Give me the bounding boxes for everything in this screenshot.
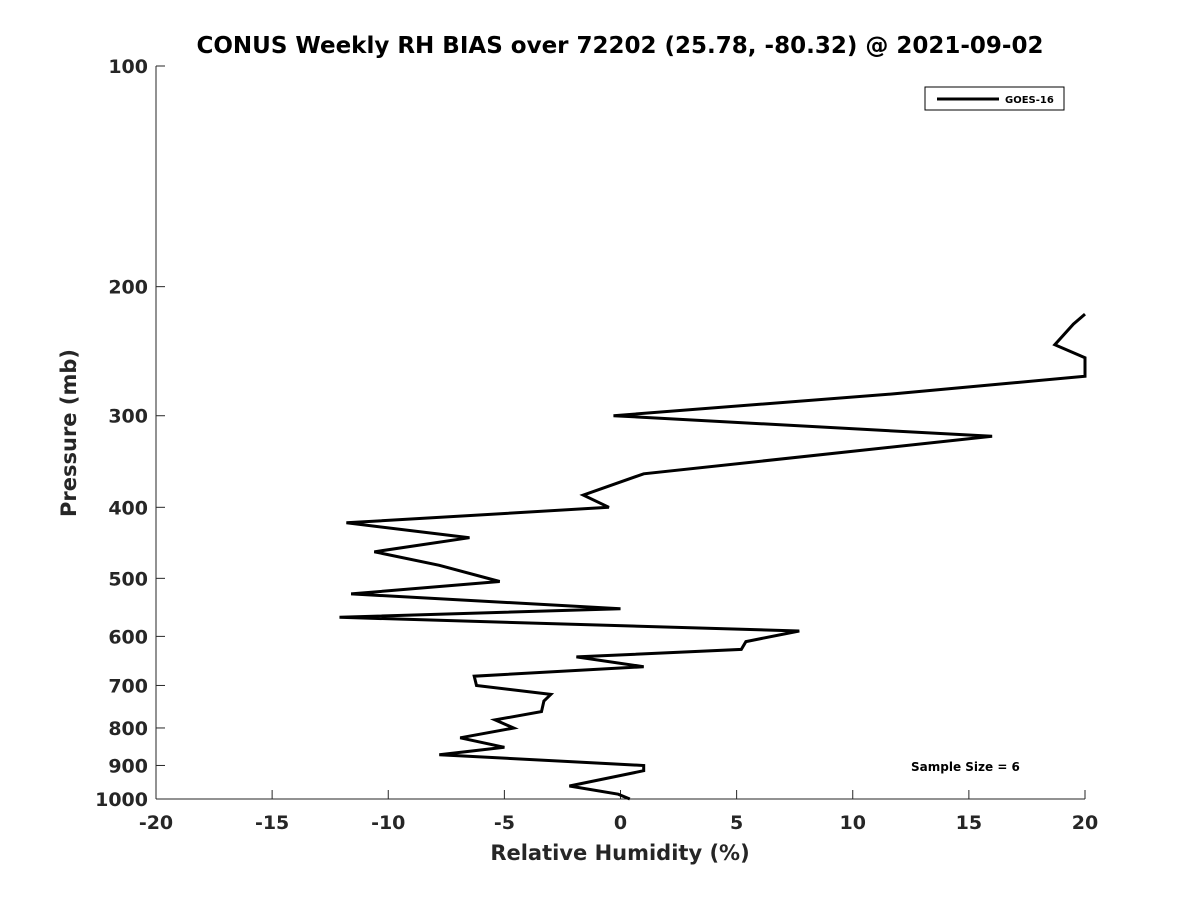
x-tick-label: -5 — [494, 812, 515, 834]
x-tick-label: 10 — [840, 812, 866, 834]
y-tick-label: 200 — [108, 277, 148, 299]
y-tick-label: 400 — [108, 497, 148, 519]
y-tick-label: 100 — [108, 56, 148, 78]
x-tick-label: 5 — [730, 812, 743, 834]
plot-area: -20 -15 -10 -5 0 5 10 15 20 100 200 300 400 500 600 70… — [95, 56, 1098, 834]
series-line-goes-16 — [339, 312, 1087, 801]
y-ticks: 100 200 300 400 500 600 700 800 900 1000 — [95, 56, 165, 811]
x-tick-label: -15 — [255, 812, 289, 834]
x-tick-label: 0 — [614, 812, 627, 834]
y-tick-label: 500 — [108, 568, 148, 590]
y-tick-label: 800 — [108, 718, 148, 740]
y-tick-label: 1000 — [95, 789, 148, 811]
x-tick-label: -10 — [371, 812, 405, 834]
y-axis-label: Pressure (mb) — [57, 349, 81, 517]
sample-size-annotation: Sample Size = 6 — [911, 760, 1020, 774]
y-tick-label: 900 — [108, 755, 148, 777]
x-tick-label: 15 — [956, 812, 982, 834]
y-tick-label: 600 — [108, 626, 148, 648]
x-axis-label: Relative Humidity (%) — [490, 841, 749, 865]
x-ticks: -20 -15 -10 -5 0 5 10 15 20 — [139, 790, 1098, 834]
legend-label-goes-16: GOES-16 — [1005, 95, 1054, 106]
chart-title: CONUS Weekly RH BIAS over 72202 (25.78, … — [196, 33, 1043, 59]
x-tick-label: 20 — [1072, 812, 1098, 834]
x-tick-label: -20 — [139, 812, 173, 834]
y-tick-label: 300 — [108, 406, 148, 428]
legend: GOES-16 — [924, 86, 1065, 111]
y-tick-label: 700 — [108, 675, 148, 697]
